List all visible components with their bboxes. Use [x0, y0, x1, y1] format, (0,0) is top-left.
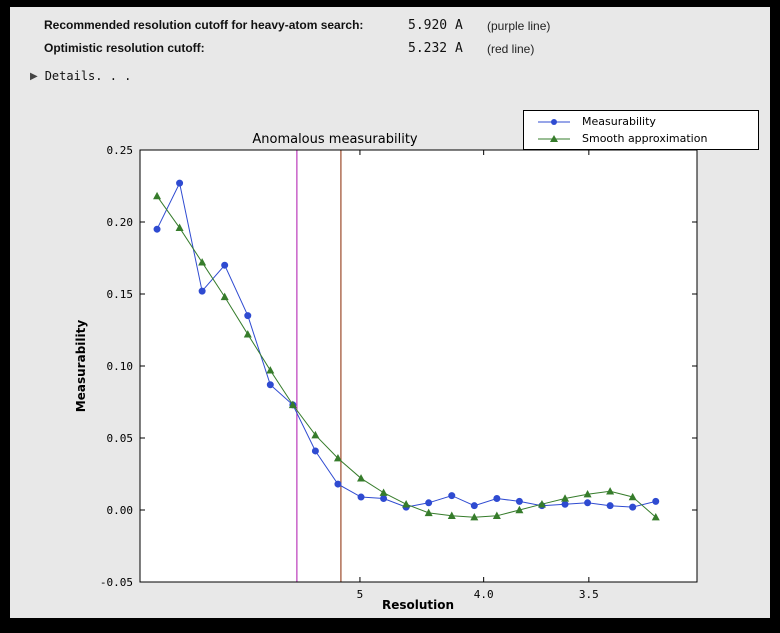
circle-marker [606, 502, 614, 510]
legend-label-smooth-approximation: Smooth approximation [582, 132, 708, 145]
chart-render-root: 0.25 0.20 0.15 0.10 0.05 0.00 -0.05 5 4.0 3.5 [100, 144, 698, 601]
triangle-marker [470, 513, 479, 521]
recommended-cutoff-note: (purple line) [487, 19, 551, 33]
triangle-marker [288, 400, 297, 409]
y-tick-label: 0.20 [107, 216, 134, 229]
legend-label-measurability: Measurability [582, 115, 656, 128]
triangle-marker [628, 492, 637, 501]
y-tick-label: 0.05 [107, 432, 134, 445]
circle-marker [357, 493, 365, 501]
triangle-marker [220, 292, 229, 301]
y-tick-label: 0.15 [107, 288, 134, 301]
triangle-marker [402, 500, 411, 508]
circle-marker [584, 499, 592, 507]
circle-marker [425, 499, 433, 507]
measurability-legend-sample [538, 118, 570, 125]
circle-marker [153, 225, 161, 233]
triangle-marker [266, 366, 275, 374]
triangle-marker [492, 511, 501, 519]
chart: 0.25 0.20 0.15 0.10 0.05 0.00 -0.05 5 4.0 3.5 Ano… [74, 132, 698, 612]
x-tick-label: 4.0 [474, 588, 494, 601]
x-axis-label: Resolution [382, 598, 454, 612]
y-axis-label: Measurability [74, 320, 88, 413]
y-tick-label: -0.05 [100, 576, 133, 589]
legend-item-smooth-approximation: Smooth approximation [524, 131, 758, 146]
triangle-marker [583, 489, 592, 498]
legend-item-measurability: Measurability [524, 114, 758, 129]
circle-marker [470, 502, 478, 510]
triangle-marker [606, 487, 615, 495]
triangle-marker [153, 191, 162, 200]
triangle-marker [515, 505, 524, 514]
details-toggle[interactable]: ▶ Details. . . [30, 69, 131, 83]
optimistic-cutoff-note: (red line) [487, 42, 535, 56]
circle-marker [266, 381, 274, 389]
circle-marker [198, 287, 206, 295]
circle-marker [493, 494, 501, 502]
details-label: Details. . . [44, 69, 132, 83]
plot-area [140, 150, 697, 582]
triangle-marker [243, 330, 252, 338]
triangle-marker [379, 488, 388, 496]
x-tick-label: 3.5 [579, 588, 599, 601]
circle-marker [176, 179, 184, 187]
main-panel: Recommended resolution cutoff for heavy-… [10, 7, 770, 618]
chart-legend: Measurability Smooth approximation [523, 110, 759, 150]
recommended-cutoff-value: 5.920 A [408, 18, 463, 33]
triangle-marker [424, 508, 433, 517]
circle-marker [515, 497, 523, 505]
circle-marker [629, 503, 637, 511]
optimistic-cutoff-value: 5.232 A [408, 41, 463, 56]
triangle-marker [561, 494, 570, 502]
circle-marker [448, 492, 456, 500]
triangle-marker [537, 500, 546, 508]
triangle-marker [357, 474, 366, 482]
circle-marker [221, 261, 229, 269]
triangle-marker [447, 511, 456, 519]
smooth-approximation-legend-sample [538, 134, 570, 142]
circle-marker [311, 447, 319, 455]
y-tick-label: 0.25 [107, 144, 134, 157]
triangle-marker [175, 223, 184, 231]
triangle-marker [651, 513, 660, 521]
triangle-marker [311, 430, 320, 439]
chart-title: Anomalous measurability [252, 132, 418, 147]
circle-marker [334, 480, 342, 488]
circle-marker [561, 500, 569, 508]
chart-figure: 0.25 0.20 0.15 0.10 0.05 0.00 -0.05 5 4.0 3.5 Ano… [10, 100, 766, 612]
triangle-marker [333, 453, 342, 462]
plot-border [139, 149, 698, 583]
circle-marker [380, 494, 388, 502]
triangle-marker [198, 258, 207, 266]
disclosure-triangle-icon: ▶ [30, 70, 38, 82]
optimistic-cutoff-label: Optimistic resolution cutoff: [44, 41, 205, 55]
recommended-cutoff-label: Recommended resolution cutoff for heavy-… [44, 18, 364, 32]
circle-marker [244, 312, 252, 320]
y-tick-label: 0.00 [107, 504, 134, 517]
x-tick-label: 5 [357, 588, 364, 601]
circle-marker [652, 497, 660, 505]
y-tick-label: 0.10 [107, 360, 134, 373]
